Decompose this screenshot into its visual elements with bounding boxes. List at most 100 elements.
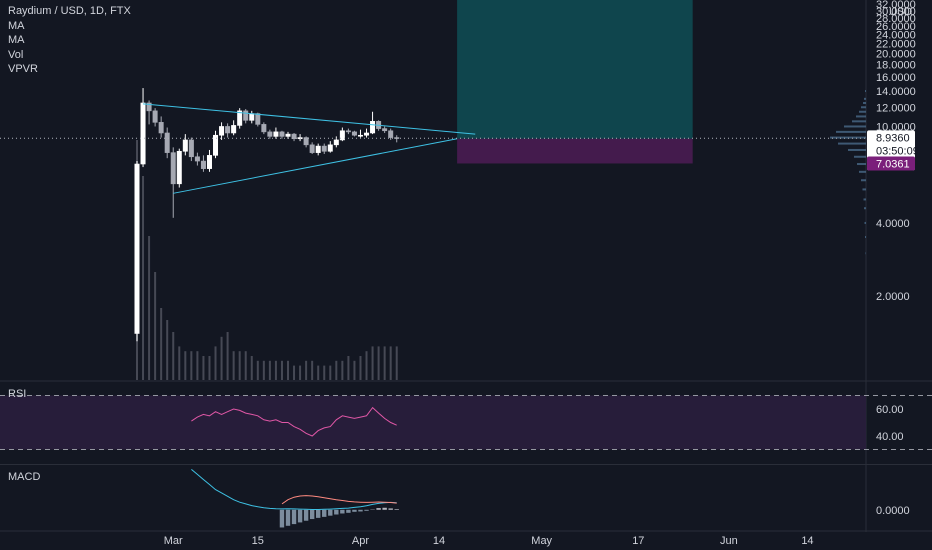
price-axis-tick: 18.0000 bbox=[876, 60, 916, 72]
candle-body bbox=[177, 151, 181, 184]
volume-bar bbox=[263, 361, 265, 380]
macd-line bbox=[191, 469, 396, 509]
candle-body bbox=[225, 126, 229, 133]
candle-body bbox=[256, 114, 260, 125]
candle-body bbox=[346, 131, 350, 132]
macd-histogram-bar bbox=[364, 510, 368, 511]
volume-bar bbox=[341, 361, 343, 380]
legend-item-ma-2[interactable]: MA bbox=[8, 33, 131, 48]
legend-item-vol[interactable]: Vol bbox=[8, 48, 131, 63]
macd-histogram-bar bbox=[328, 510, 332, 516]
candle-body bbox=[171, 153, 175, 184]
macd-histogram-bar bbox=[388, 508, 392, 509]
candle-body bbox=[201, 161, 205, 169]
vpvr-bar bbox=[861, 179, 866, 181]
candle-body bbox=[231, 125, 235, 133]
macd-histogram-bar bbox=[334, 510, 338, 515]
volume-bar bbox=[311, 361, 313, 380]
volume-bar bbox=[275, 361, 277, 380]
time-axis-tick: Apr bbox=[352, 535, 369, 547]
vpvr-bar bbox=[836, 131, 866, 133]
candle-body bbox=[135, 164, 139, 333]
volume-bar bbox=[221, 337, 223, 380]
legend-item-vpvr[interactable]: VPVR bbox=[8, 62, 131, 77]
volume-bar bbox=[299, 366, 301, 380]
volume-bar bbox=[172, 332, 174, 380]
candle-body bbox=[310, 145, 314, 153]
rsi-axis-tick: 40.00 bbox=[876, 431, 904, 443]
candle-body bbox=[352, 132, 356, 135]
macd-histogram-bar bbox=[304, 510, 308, 521]
volume-bar bbox=[190, 351, 192, 380]
volume-bar bbox=[245, 351, 247, 380]
macd-histogram-bar bbox=[346, 510, 350, 513]
candle-body bbox=[358, 135, 362, 136]
target-zone bbox=[457, 0, 693, 139]
volume-bar bbox=[353, 361, 355, 380]
volume-bar bbox=[233, 351, 235, 380]
vpvr-bar bbox=[865, 90, 866, 92]
volume-bar bbox=[166, 320, 168, 380]
vpvr-bar bbox=[848, 149, 866, 151]
candle-body bbox=[250, 114, 254, 121]
macd-pane-label[interactable]: MACD bbox=[8, 471, 40, 483]
volume-bar bbox=[390, 346, 392, 380]
candle-body bbox=[328, 145, 332, 151]
candle-body bbox=[207, 155, 211, 168]
volume-bar bbox=[347, 356, 349, 380]
volume-bar bbox=[154, 272, 156, 380]
volume-bar bbox=[396, 346, 398, 380]
volume-bar bbox=[293, 366, 295, 380]
volume-bar bbox=[384, 346, 386, 380]
volume-bar bbox=[142, 176, 144, 380]
candle-body bbox=[316, 146, 320, 153]
candle-body bbox=[219, 126, 223, 135]
candle-body bbox=[165, 133, 169, 153]
candle-body bbox=[153, 111, 157, 122]
macd-histogram-bar bbox=[340, 510, 344, 514]
candle-body bbox=[322, 146, 326, 151]
candle-body bbox=[370, 121, 374, 133]
vpvr-bar bbox=[859, 171, 866, 173]
vpvr-bar bbox=[864, 207, 866, 209]
macd-histogram-bar bbox=[292, 510, 296, 524]
candle-body bbox=[364, 133, 368, 135]
stop-price-tag: 7.0361 bbox=[876, 158, 910, 170]
volume-bar bbox=[269, 361, 271, 380]
volume-bar bbox=[251, 356, 253, 380]
volume-bar bbox=[378, 346, 380, 380]
rsi-band bbox=[0, 396, 866, 450]
legend-item-ma-1[interactable]: MA bbox=[8, 19, 131, 34]
volume-bar bbox=[281, 361, 283, 380]
vpvr-bar bbox=[864, 198, 867, 200]
last-price-tag: 8.9360 bbox=[876, 132, 910, 144]
price-axis-tick: 14.0000 bbox=[876, 86, 916, 98]
candle-body bbox=[388, 131, 392, 138]
candle-body bbox=[213, 135, 217, 155]
legend-title[interactable]: Raydium / USD, 1D, FTX bbox=[8, 4, 131, 19]
legend: Raydium / USD, 1D, FTX MA MA Vol VPVR bbox=[8, 4, 131, 77]
candle-body bbox=[159, 122, 163, 133]
vpvr-bar bbox=[863, 188, 867, 190]
macd-axis-tick: 0.0000 bbox=[876, 505, 910, 517]
candle-body bbox=[244, 111, 248, 120]
macd-histogram-bar bbox=[358, 510, 362, 512]
volume-bar bbox=[148, 236, 150, 380]
price-axis-tick: 12.0000 bbox=[876, 102, 916, 114]
macd-histogram-bar bbox=[298, 510, 302, 523]
rsi-axis-tick: 60.00 bbox=[876, 404, 904, 416]
macd-histogram-bar bbox=[376, 508, 380, 510]
volume-bar bbox=[317, 366, 319, 380]
volume-bar bbox=[359, 356, 361, 380]
volume-bar bbox=[257, 361, 259, 380]
candle-body bbox=[382, 129, 386, 131]
macd-signal-line bbox=[282, 496, 397, 504]
candle-body bbox=[262, 124, 266, 131]
candle-body bbox=[334, 140, 338, 145]
vpvr-bar bbox=[865, 222, 867, 224]
macd-histogram-bar bbox=[280, 510, 284, 528]
volume-bar bbox=[366, 351, 368, 380]
rsi-pane-label[interactable]: RSI bbox=[8, 388, 26, 400]
vpvr-bar bbox=[866, 252, 867, 254]
